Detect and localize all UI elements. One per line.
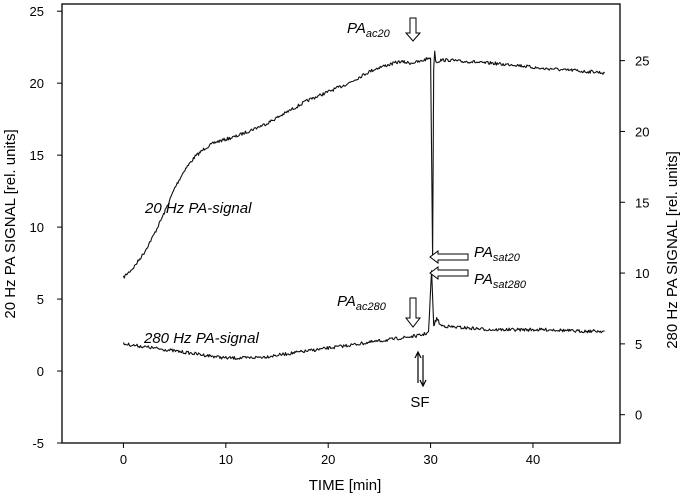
y-tick-label-left: 15 (30, 148, 44, 163)
annotation-pa-ac20: PAac20 (347, 20, 391, 40)
label-280hz-signal: 280 Hz PA-signal (143, 330, 259, 347)
series-layer (122, 50, 605, 360)
y-tick-label-left: 5 (37, 292, 44, 307)
annotation-sf: SF (410, 394, 429, 411)
x-axis: 0 10 20 30 40 (120, 443, 540, 467)
y-tick-label-right: 20 (635, 124, 649, 139)
series-line-280hz (122, 270, 605, 360)
x-tick-label: 0 (120, 452, 127, 467)
y-tick-label-right: 25 (635, 54, 649, 69)
arrow-left-icon-sat280 (429, 266, 469, 280)
y-tick-label-left: 20 (30, 76, 44, 91)
y-tick-label-right: 10 (635, 266, 649, 281)
y-axis-left-title: 20 Hz PA SIGNAL [rel. units] (2, 129, 19, 318)
x-axis-title: TIME [min] (309, 477, 382, 494)
arrow-down-icon-ac20 (404, 17, 422, 42)
y-tick-label-left: 0 (37, 364, 44, 379)
y-axis-right: 0 5 10 15 20 25 (620, 54, 649, 423)
label-20hz-signal: 20 Hz PA-signal (144, 200, 252, 217)
x-tick-label: 40 (526, 452, 540, 467)
arrow-left-icon-sat20 (429, 250, 469, 264)
x-tick-label: 20 (321, 452, 335, 467)
arrow-updown-icon-sf (414, 350, 427, 388)
y-tick-label-left: -5 (32, 436, 44, 451)
x-tick-label: 30 (423, 452, 437, 467)
y-tick-label-right: 5 (635, 337, 642, 352)
y-tick-label-left: 10 (30, 220, 44, 235)
y-axis-right-title: 280 Hz PA SIGNAL [rel. units] (664, 151, 681, 349)
arrow-down-icon-ac280 (404, 297, 422, 328)
annotation-pa-sat20: PAsat20 (474, 244, 521, 264)
series-line-20hz (122, 50, 605, 279)
annotation-pa-ac280: PAac280 (337, 293, 387, 313)
x-tick-label: 10 (219, 452, 233, 467)
y-tick-label-left: 25 (30, 4, 44, 19)
plot-frame (61, 3, 621, 444)
y-tick-label-right: 0 (635, 408, 642, 423)
y-tick-label-right: 15 (635, 195, 649, 210)
y-axis-left: -5 0 5 10 15 20 25 (30, 4, 62, 451)
annotation-pa-sat280: PAsat280 (474, 271, 527, 291)
